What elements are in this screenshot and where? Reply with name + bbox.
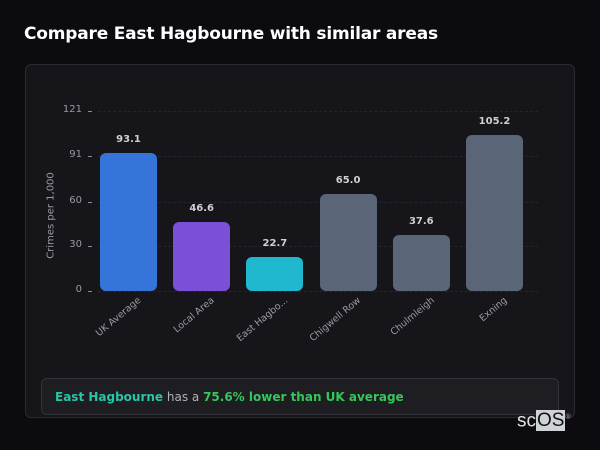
gridline: [98, 291, 538, 292]
watermark-logo: scOS®: [517, 408, 571, 432]
bar-value-label: 37.6: [408, 216, 434, 228]
y-tick-mark: [88, 246, 92, 248]
gridline: [98, 246, 538, 248]
bar-exning[interactable]: [466, 134, 523, 291]
bar-value-label: 105.2: [478, 115, 511, 127]
bar-value-label: 22.7: [262, 238, 288, 250]
y-tick-mark: [88, 201, 92, 203]
gridline: [98, 201, 538, 203]
summary-connector: has a: [163, 390, 204, 404]
bar-value-label: 65.0: [335, 175, 361, 187]
x-tick-label: Local Area: [171, 295, 217, 336]
bar-chulmleigh[interactable]: [392, 235, 450, 291]
summary-area-name: East Hagbourne: [55, 390, 164, 404]
bar-value-label: 46.6: [189, 202, 215, 214]
logo-mark: ®: [565, 414, 571, 421]
y-tick-mark: [88, 291, 92, 292]
bar-chigwell-row[interactable]: [319, 194, 377, 291]
x-tick-label: Chigwell Row: [307, 295, 364, 344]
logo-prefix: sc: [517, 410, 536, 432]
chart-card: Crimes per 1,000 0 30 60 91 121 93.1 UK Averag…: [25, 64, 575, 418]
summary-banner: East Hagbourne has a 75.6% lower than UK…: [41, 378, 559, 415]
y-tick-label: 121: [62, 104, 82, 115]
y-tick-mark: [88, 111, 92, 112]
summary-stat: 75.6% lower than UK average: [203, 390, 404, 404]
page-title: Compare East Hagbourne with similar area…: [24, 24, 438, 44]
y-tick-label: 30: [69, 239, 82, 251]
x-tick-label: Chulmleigh: [388, 295, 437, 338]
y-tick-label: 60: [69, 194, 82, 206]
y-tick-label: 0: [75, 284, 82, 295]
bar-value-label: 93.1: [116, 133, 141, 145]
y-tick-mark: [88, 155, 92, 157]
x-tick-label: UK Average: [94, 295, 144, 339]
bar-east-hagbourne[interactable]: [246, 257, 304, 291]
gridline: [98, 155, 538, 157]
bar-chart: Crimes per 1,000 0 30 60 91 121 93.1 UK Averag…: [26, 65, 576, 365]
bar-uk-average[interactable]: [100, 152, 157, 291]
y-tick-label: 91: [69, 148, 82, 160]
bar-local-area[interactable]: [173, 221, 231, 291]
x-tick-label: Exning: [477, 295, 510, 325]
x-tick-label: East Hagbo...: [234, 295, 290, 345]
logo-highlight: OS: [536, 410, 566, 432]
gridline: [98, 111, 538, 112]
